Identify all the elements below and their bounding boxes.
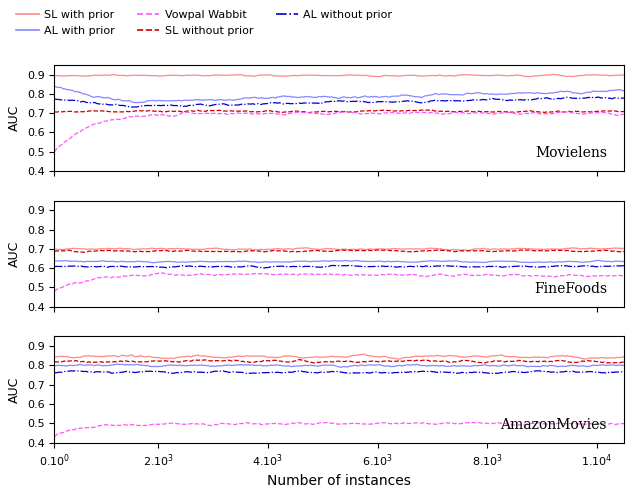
Y-axis label: AUC: AUC bbox=[8, 240, 21, 267]
Y-axis label: AUC: AUC bbox=[8, 105, 21, 131]
Text: Movielens: Movielens bbox=[535, 146, 607, 160]
Text: AmazonMovies: AmazonMovies bbox=[500, 418, 607, 432]
X-axis label: Number of instances: Number of instances bbox=[268, 474, 411, 488]
Y-axis label: AUC: AUC bbox=[8, 376, 21, 402]
Legend: SL with prior, AL with prior, Vowpal Wabbit, SL without prior, AL without prior: SL with prior, AL with prior, Vowpal Wab… bbox=[12, 6, 397, 40]
Text: FineFoods: FineFoods bbox=[534, 282, 607, 296]
